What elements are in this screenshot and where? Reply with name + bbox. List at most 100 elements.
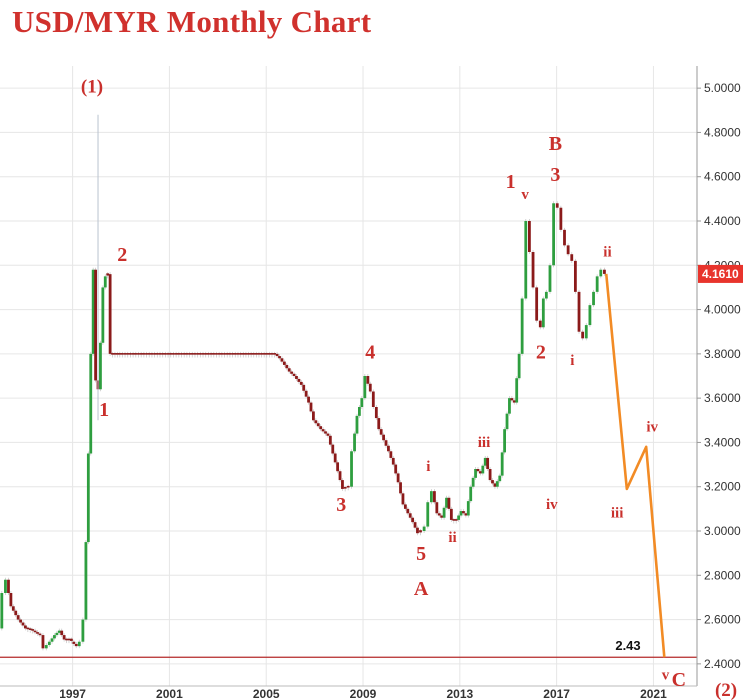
candle-body [505, 413, 509, 430]
candle-body [260, 353, 263, 355]
candle-body [24, 625, 27, 629]
candle-body [60, 630, 64, 636]
candle-body [433, 491, 436, 503]
y-tick-label: 3.8000 [704, 347, 741, 361]
candle-body [220, 353, 224, 355]
candle-body [150, 353, 154, 355]
candle-body [137, 353, 140, 355]
candle-body [275, 353, 279, 357]
candle-body [108, 274, 112, 354]
candle-body [510, 398, 514, 401]
candle-body [28, 628, 32, 630]
candle-body [106, 273, 110, 276]
projection-group [604, 273, 666, 658]
candle-body [67, 638, 71, 641]
candle-body [495, 481, 499, 487]
candle-body [33, 630, 37, 633]
wave-label: i [426, 459, 430, 475]
candle-body [81, 619, 85, 642]
candle-body [139, 353, 143, 355]
candle-body [399, 482, 402, 494]
last-price-label: 4.1610 [702, 267, 739, 281]
wave-label: iv [546, 497, 558, 513]
candle-body [55, 632, 59, 636]
wave-label: iii [478, 435, 491, 451]
candle-body [169, 353, 173, 355]
candle-body [503, 429, 506, 453]
candle-body [280, 358, 284, 362]
candle-body [163, 353, 167, 355]
candle-body [573, 260, 577, 292]
candle-body [429, 491, 433, 503]
wave-label: B [549, 133, 562, 155]
candle-body [500, 452, 504, 476]
candle-body [233, 353, 237, 355]
wave-label: (2) [715, 680, 737, 700]
candle-body [0, 593, 4, 629]
candle-body [360, 398, 364, 407]
candle-body [371, 391, 375, 407]
candle-body [336, 462, 340, 472]
candle-body [581, 331, 585, 339]
candle-body [314, 420, 318, 424]
candle-body [147, 353, 151, 355]
candle-body [346, 485, 350, 488]
candle-body [188, 353, 191, 355]
candle-body [379, 429, 383, 435]
candle-body [324, 431, 327, 434]
candle-body [389, 451, 393, 458]
wave-label: 3 [550, 164, 560, 186]
candle-body [126, 353, 130, 355]
candle-body [321, 429, 325, 432]
candle-body [406, 508, 410, 514]
candle-body [447, 497, 451, 509]
candle-body [331, 444, 335, 454]
candle-body [72, 641, 76, 644]
wave-label: ii [603, 244, 611, 260]
candle-body [457, 515, 461, 520]
wave-label: i [570, 353, 574, 369]
wave-label: 2 [536, 341, 546, 363]
candle-body [469, 486, 473, 502]
candle-body [566, 245, 570, 255]
candle-body [36, 632, 39, 634]
candle-body [74, 643, 78, 647]
candle-body [570, 254, 574, 261]
candle-body [350, 451, 353, 487]
candle-body [265, 353, 269, 355]
x-tick-label: 2013 [446, 687, 473, 700]
candle-body [312, 411, 315, 421]
candle-body [47, 641, 51, 646]
candle-body [16, 615, 20, 620]
chart-title: USD/MYR Monthly Chart [12, 4, 372, 39]
price-badge-group: 4.1610 [698, 264, 743, 283]
candle-body [353, 433, 356, 452]
candle-body [563, 229, 566, 246]
candle-body [374, 407, 378, 419]
candle-body [103, 276, 107, 288]
candle-body [297, 378, 301, 382]
candle-body [239, 353, 243, 355]
candle-body [84, 542, 88, 620]
candle-body [326, 433, 330, 436]
candle-body [19, 619, 22, 623]
candle-body [440, 515, 444, 518]
candle-body [295, 376, 298, 379]
candle-body [50, 638, 54, 642]
x-tick-label: 2005 [253, 687, 280, 700]
candle-body [437, 513, 441, 516]
candle-body [290, 371, 294, 374]
candle-body [257, 353, 261, 355]
candle-body [474, 469, 477, 478]
candle-body [41, 635, 45, 649]
candle-body [185, 353, 189, 355]
candle-body [247, 353, 250, 355]
candle-body [111, 353, 114, 355]
x-tick-label: 1997 [59, 687, 86, 700]
candle-body [101, 287, 105, 343]
y-tick-label: 3.6000 [704, 391, 741, 405]
candle-body [515, 378, 519, 403]
candle-body [426, 502, 430, 527]
candle-body [77, 641, 81, 647]
